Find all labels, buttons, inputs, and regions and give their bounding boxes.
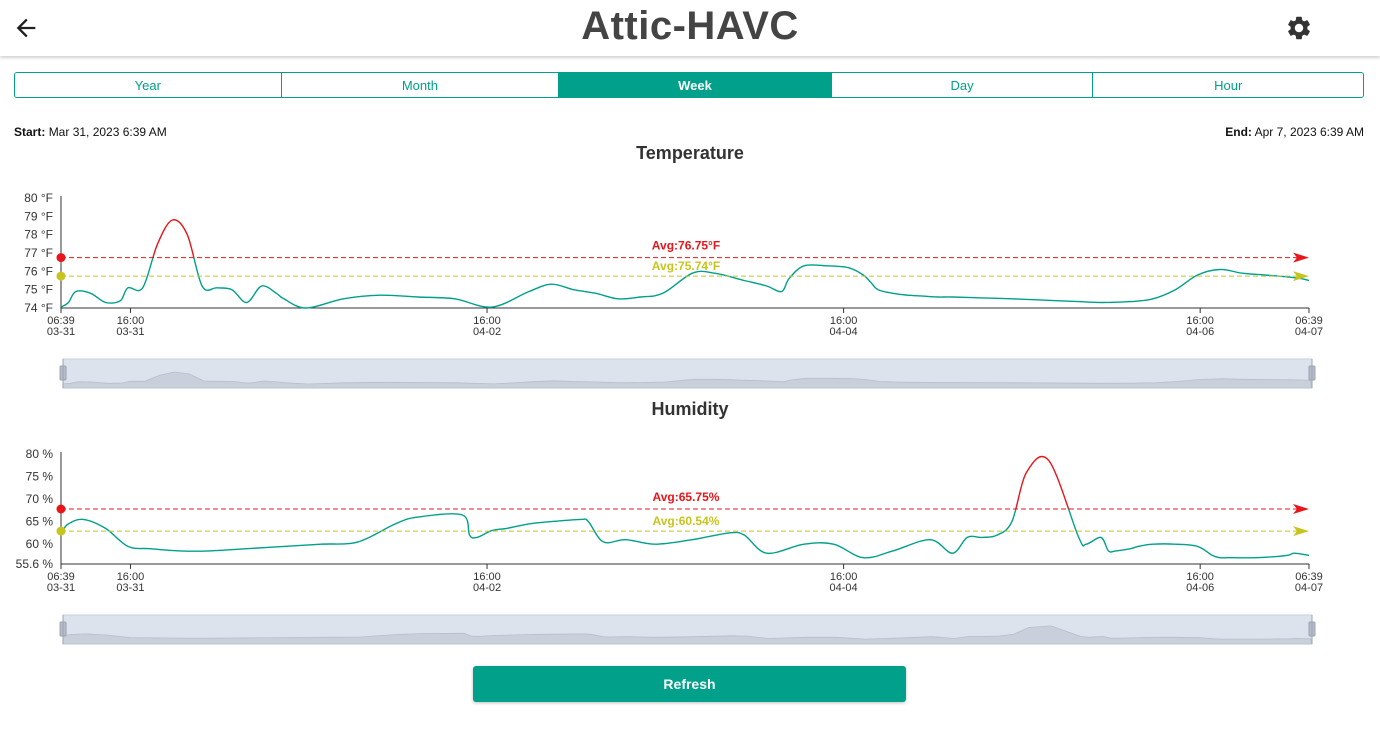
y-tick-label: 65 % xyxy=(26,515,54,529)
avg-marker xyxy=(56,271,66,281)
x-tick-time-label: 16:00 xyxy=(473,315,501,327)
series-line-highlight xyxy=(1015,455,1070,509)
y-tick-label: 80 °F xyxy=(24,191,53,205)
y-tick-label: 75 °F xyxy=(24,283,53,297)
x-tick-time-label: 06:39 xyxy=(47,315,75,327)
refresh-button[interactable]: Refresh xyxy=(473,666,906,702)
end-range: End: Apr 7, 2023 6:39 AM xyxy=(1225,125,1364,139)
x-tick-date-label: 04-07 xyxy=(1295,326,1323,338)
y-tick-label: 60 % xyxy=(26,537,54,551)
x-tick-time-label: 16:00 xyxy=(117,315,145,327)
x-tick-time-label: 16:00 xyxy=(830,315,858,327)
tab-hour[interactable]: Hour xyxy=(1093,73,1363,97)
avg-arrow xyxy=(1293,271,1309,282)
x-tick-date-label: 04-02 xyxy=(473,582,501,594)
x-tick-date-label: 04-06 xyxy=(1186,326,1214,338)
avg-arrow xyxy=(1293,504,1309,514)
tab-year[interactable]: Year xyxy=(15,73,282,97)
x-tick-date-label: 04-07 xyxy=(1295,582,1323,594)
y-tick-label: 78 °F xyxy=(24,228,53,242)
end-label: End: xyxy=(1225,125,1252,139)
x-tick-time-label: 16:00 xyxy=(117,571,145,583)
y-tick-label: 76 °F xyxy=(24,264,53,278)
y-tick-label: 70 % xyxy=(26,492,54,506)
back-button[interactable] xyxy=(12,14,40,42)
humidity-chart-title: Humidity xyxy=(651,399,729,419)
y-tick-label: 74 °F xyxy=(24,301,53,315)
temperature-chart: 80 °F79 °F78 °F77 °F76 °F75 °F74 °F06:39… xyxy=(24,191,1323,389)
x-tick-date-label: 04-06 xyxy=(1186,582,1214,594)
x-tick-date-label: 04-02 xyxy=(473,326,501,338)
tab-day[interactable]: Day xyxy=(831,73,1094,97)
temperature-chart-title: Temperature xyxy=(636,143,744,163)
y-tick-label: 77 °F xyxy=(24,246,53,260)
avg-arrow xyxy=(1293,526,1309,537)
series-line xyxy=(60,257,1310,309)
x-tick-date-label: 03-31 xyxy=(47,582,75,594)
start-label: Start: xyxy=(14,125,46,139)
x-tick-time-label: 06:39 xyxy=(47,571,75,583)
y-tick-label: 75 % xyxy=(26,470,54,484)
y-tick-label: 79 °F xyxy=(24,209,53,223)
x-tick-time-label: 16:00 xyxy=(1186,571,1214,583)
x-tick-time-label: 16:00 xyxy=(473,571,501,583)
x-tick-date-label: 04-04 xyxy=(830,582,858,594)
avg-label: Avg:60.54% xyxy=(653,514,720,528)
arrow-left-icon xyxy=(16,18,36,38)
avg-label: Avg:75.74°F xyxy=(652,259,720,273)
avg-marker xyxy=(56,253,66,263)
end-value: Apr 7, 2023 6:39 AM xyxy=(1254,125,1364,139)
app-header: Attic-HAVC xyxy=(0,0,1380,56)
page-title: Attic-HAVC xyxy=(581,4,799,48)
avg-label: Avg:76.75°F xyxy=(652,239,720,253)
start-range: Start: Mar 31, 2023 6:39 AM xyxy=(14,125,167,139)
x-tick-date-label: 03-31 xyxy=(116,582,144,594)
y-tick-label: 80 % xyxy=(26,447,54,461)
zoom-overview-area xyxy=(62,625,1312,645)
tab-month[interactable]: Month xyxy=(281,73,560,97)
gear-icon xyxy=(1288,16,1310,40)
x-tick-time-label: 06:39 xyxy=(1295,315,1323,327)
zoom-overview-area xyxy=(62,371,1312,389)
avg-arrow xyxy=(1293,252,1309,263)
x-tick-time-label: 16:00 xyxy=(1186,315,1214,327)
humidity-chart: 80 %75 %70 %65 %60 %55.6 %06:3903-3116:0… xyxy=(16,447,1323,645)
start-value: Mar 31, 2023 6:39 AM xyxy=(48,125,167,139)
tab-week[interactable]: Week xyxy=(559,73,832,97)
x-tick-time-label: 06:39 xyxy=(1295,571,1323,583)
avg-marker xyxy=(56,504,66,514)
settings-button[interactable] xyxy=(1285,14,1313,42)
y-tick-label: 55.6 % xyxy=(16,557,54,571)
series-line xyxy=(60,509,1310,559)
avg-label: Avg:65.75% xyxy=(653,490,720,504)
x-tick-date-label: 03-31 xyxy=(116,326,144,338)
avg-marker xyxy=(56,526,66,536)
x-tick-date-label: 03-31 xyxy=(47,326,75,338)
x-tick-time-label: 16:00 xyxy=(830,571,858,583)
x-tick-date-label: 04-04 xyxy=(830,326,858,338)
time-range-tabs: Year Month Week Day Hour xyxy=(14,72,1364,98)
